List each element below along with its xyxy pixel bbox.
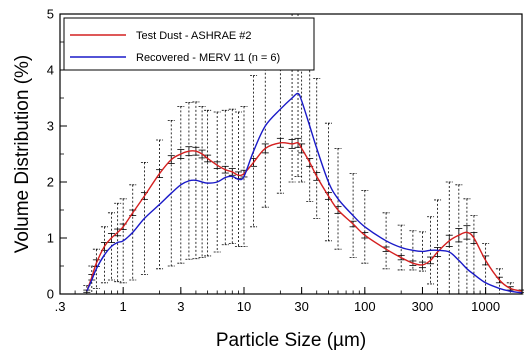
legend-label-recovered: Recovered - MERV 11 (n = 6) [136, 52, 280, 64]
y-tick-label: 5 [47, 7, 54, 22]
y-axis-title: Volume Distribution (%) [12, 55, 33, 254]
x-tick-label: 1000 [471, 299, 500, 314]
y-tick-label: 3 [47, 119, 54, 134]
legend-box [63, 17, 315, 71]
legend-label-test-dust: Test Dust - ASHRAE #2 [136, 30, 252, 42]
series-line-0 [86, 141, 523, 292]
series-line-1 [86, 92, 523, 294]
x-tick-label: .3 [55, 299, 66, 314]
x-axis-ticks: .3 1 3 10 30 100 300 1000 [55, 287, 523, 314]
legend: Test Dust - ASHRAE #2 Recovered - MERV 1… [63, 17, 315, 71]
x-tick-label: 30 [294, 299, 308, 314]
y-tick-label: 2 [47, 175, 54, 190]
x-tick-label: 1 [120, 299, 127, 314]
x-tick-label: 3 [177, 299, 184, 314]
x-tick-label: 300 [412, 299, 434, 314]
y-tick-label: 0 [47, 287, 54, 302]
y-axis-ticks: 0 1 2 3 4 5 [47, 7, 67, 302]
x-tick-label: 10 [237, 299, 251, 314]
series-lines [86, 92, 523, 294]
y-tick-label: 1 [47, 231, 54, 246]
y-tick-label: 4 [47, 63, 54, 78]
x-tick-label: 100 [354, 299, 376, 314]
x-axis-title: Particle Size (µm) [216, 330, 366, 351]
